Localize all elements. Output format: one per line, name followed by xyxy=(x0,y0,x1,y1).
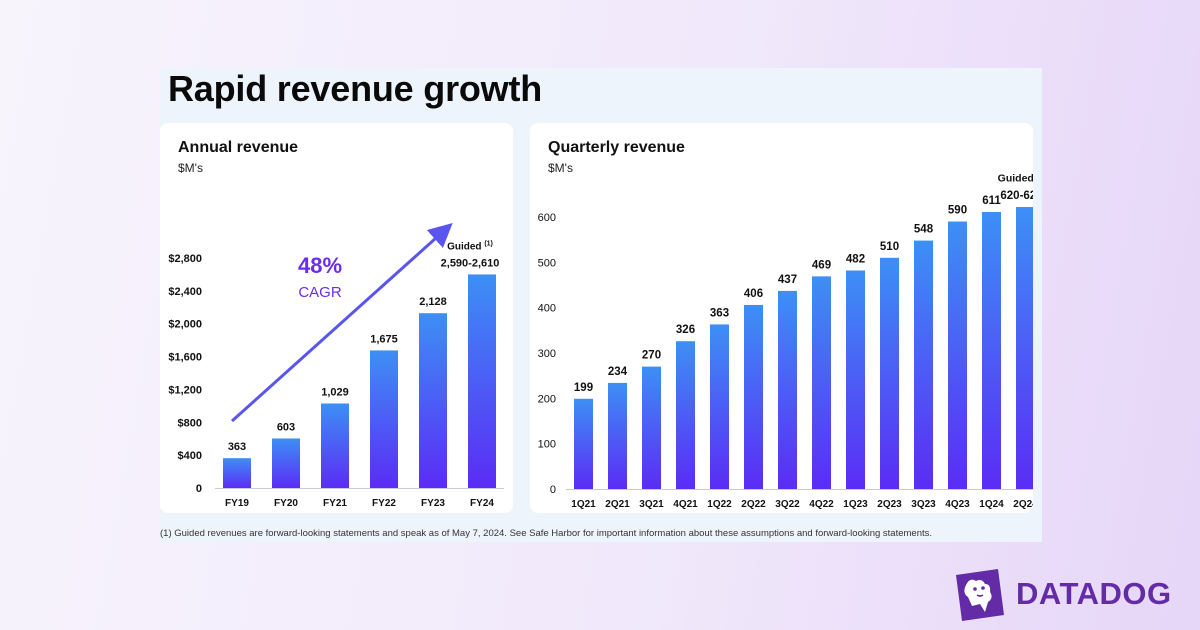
annual-data-label: 2,128 xyxy=(419,296,447,308)
quarterly-bar xyxy=(642,366,661,489)
quarterly-data-label: 270 xyxy=(642,350,661,362)
quarterly-bar xyxy=(744,304,763,489)
quarterly-data-label: 620-624 xyxy=(1000,190,1033,202)
annual-data-label: 1,675 xyxy=(370,333,398,345)
quarterly-bar xyxy=(880,257,899,489)
annual-chart-title: Annual revenue xyxy=(178,139,299,156)
quarterly-data-label: 406 xyxy=(744,288,763,300)
quarterly-ytick-label: 200 xyxy=(538,393,556,405)
annual-chart-unit: $M's xyxy=(178,161,203,175)
quarterly-bar xyxy=(676,341,695,489)
quarterly-category-label: 1Q21 xyxy=(571,499,596,510)
footnote: (1) Guided revenues are forward-looking … xyxy=(160,528,933,539)
annual-bar xyxy=(223,458,251,488)
quarterly-data-label: 199 xyxy=(574,382,593,394)
quarterly-ytick-label: 400 xyxy=(538,303,556,315)
quarterly-bar xyxy=(812,276,831,489)
quarterly-revenue-card: 0 100 200 300 400 500 600 1Q21 199 2Q21 234 3Q21 270… xyxy=(530,123,1033,513)
quarterly-data-label: 510 xyxy=(880,241,899,253)
quarterly-bar xyxy=(1016,207,1033,489)
quarterly-data-label: 548 xyxy=(914,224,934,236)
annual-category-label: FY22 xyxy=(372,498,396,509)
annual-ytick-label: 0 xyxy=(196,483,202,495)
annual-category-label: FY24 xyxy=(470,498,494,509)
quarterly-category-label: 1Q23 xyxy=(843,499,868,510)
annual-data-label: 603 xyxy=(277,421,295,433)
annual-category-label: FY20 xyxy=(274,498,298,509)
cagr-value: 48% xyxy=(298,253,342,278)
annual-bar xyxy=(272,438,300,488)
annual-ytick-label: $1,600 xyxy=(168,352,202,364)
quarterly-bar xyxy=(914,240,933,489)
annual-ytick-label: $2,000 xyxy=(168,319,202,331)
annual-ytick-label: $400 xyxy=(178,450,202,462)
quarterly-data-label: 482 xyxy=(846,253,865,265)
quarterly-chart-unit: $M's xyxy=(548,161,573,175)
quarterly-data-label: 234 xyxy=(608,366,628,378)
annual-category-label: FY21 xyxy=(323,498,347,509)
annual-ytick-label: $1,200 xyxy=(168,384,202,396)
datadog-logo: DATADOG xyxy=(950,565,1172,623)
quarterly-category-label: 3Q22 xyxy=(775,499,800,510)
quarterly-bar xyxy=(948,221,967,489)
annual-data-label: 363 xyxy=(228,441,246,453)
quarterly-data-label: 363 xyxy=(710,307,729,319)
quarterly-ytick-label: 600 xyxy=(538,212,556,224)
quarterly-category-label: 2Q24 xyxy=(1013,499,1033,510)
annual-bar xyxy=(468,274,496,488)
annual-category-label: FY19 xyxy=(225,498,249,509)
datadog-dog-icon xyxy=(956,569,1004,621)
quarterly-category-label: 1Q22 xyxy=(707,499,732,510)
quarterly-bar xyxy=(710,324,729,489)
annual-ytick-label: $2,400 xyxy=(168,286,202,298)
quarterly-chart-title: Quarterly revenue xyxy=(548,139,685,156)
slide: Rapid revenue growth 0 $400 $800 $1,200 $1,6… xyxy=(160,68,1042,542)
annual-bar xyxy=(419,313,447,488)
quarterly-data-label: 437 xyxy=(778,274,797,286)
quarterly-data-label: 590 xyxy=(948,205,967,217)
quarterly-bar xyxy=(608,382,627,489)
annual-revenue-card: 0 $400 $800 $1,200 $1,600 $2,000 $2,400 $2,800 F… xyxy=(160,123,513,513)
annual-ytick-label: $2,800 xyxy=(168,253,202,265)
quarterly-category-label: 4Q21 xyxy=(673,499,698,510)
slide-title: Rapid revenue growth xyxy=(168,68,543,109)
quarterly-bar xyxy=(778,290,797,489)
quarterly-category-label: 4Q22 xyxy=(809,499,834,510)
annual-bar xyxy=(370,350,398,488)
cagr-label: CAGR xyxy=(298,284,342,301)
quarterly-data-label: 326 xyxy=(676,324,695,336)
quarterly-category-label: 2Q21 xyxy=(605,499,630,510)
quarterly-category-label: 2Q22 xyxy=(741,499,766,510)
quarterly-category-label: 1Q24 xyxy=(979,499,1004,510)
quarterly-guided-label: Guided (1) xyxy=(998,173,1033,185)
annual-data-label: 2,590-2,610 xyxy=(441,257,500,269)
quarterly-ytick-label: 500 xyxy=(538,257,556,269)
cagr-arrow xyxy=(230,222,453,423)
quarterly-category-label: 3Q23 xyxy=(911,499,936,510)
quarterly-bar xyxy=(846,270,865,489)
quarterly-ytick-label: 0 xyxy=(550,484,556,496)
quarterly-ytick-label: 300 xyxy=(538,348,556,360)
quarterly-data-label: 611 xyxy=(982,195,1001,207)
quarterly-ytick-label: 100 xyxy=(538,439,556,451)
quarterly-category-label: 3Q21 xyxy=(639,499,664,510)
annual-revenue-chart: 0 $400 $800 $1,200 $1,600 $2,000 $2,400 $2,800 F… xyxy=(168,222,504,509)
quarterly-category-label: 4Q23 xyxy=(945,499,970,510)
quarterly-bar xyxy=(982,212,1001,489)
quarterly-bar xyxy=(574,398,593,489)
annual-ytick-label: $800 xyxy=(178,417,202,429)
quarterly-data-label: 469 xyxy=(812,259,831,271)
annual-data-label: 1,029 xyxy=(321,386,349,398)
quarterly-category-label: 2Q23 xyxy=(877,499,902,510)
annual-bar xyxy=(321,403,349,488)
annual-guided-label: Guided (1) xyxy=(447,240,493,252)
quarterly-revenue-chart: 0 100 200 300 400 500 600 1Q21 199 2Q21 234 3Q21 270… xyxy=(538,173,1033,510)
annual-category-label: FY23 xyxy=(421,498,445,509)
brand-name: DATADOG xyxy=(1016,576,1172,611)
